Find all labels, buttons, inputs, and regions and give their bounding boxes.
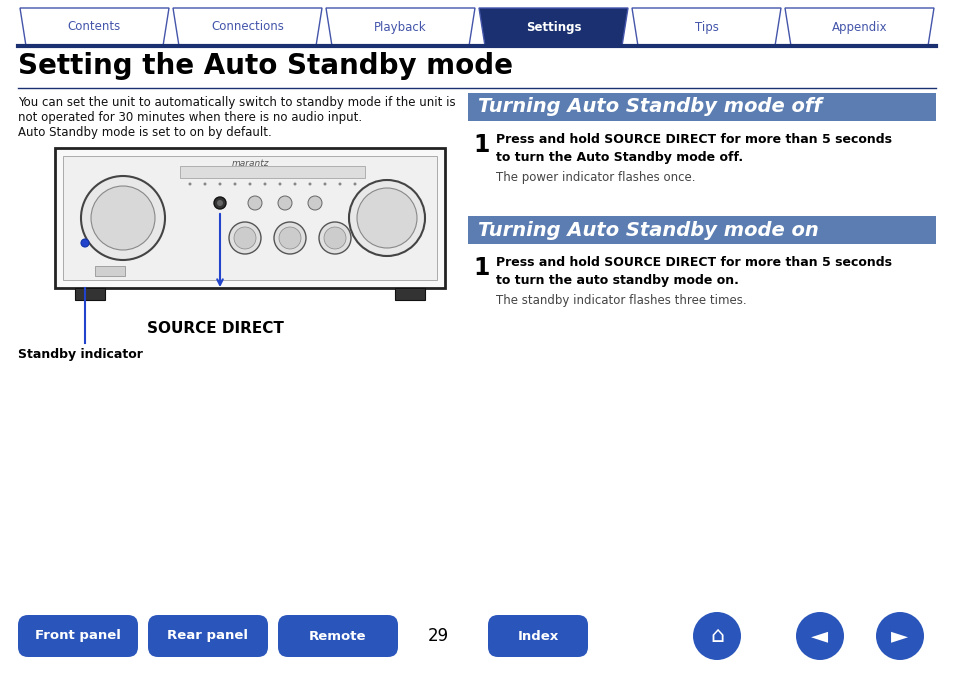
Circle shape <box>248 182 252 186</box>
Bar <box>63 156 436 280</box>
Circle shape <box>229 222 261 254</box>
Circle shape <box>278 227 301 249</box>
Text: Auto Standby mode is set to on by default.: Auto Standby mode is set to on by defaul… <box>18 126 272 139</box>
Polygon shape <box>631 8 781 46</box>
Circle shape <box>324 227 346 249</box>
Circle shape <box>318 222 351 254</box>
Circle shape <box>354 182 356 186</box>
Text: Turning Auto Standby mode on: Turning Auto Standby mode on <box>477 221 818 240</box>
Circle shape <box>248 196 262 210</box>
Circle shape <box>692 612 740 660</box>
Circle shape <box>233 227 255 249</box>
Text: Setting the Auto Standby mode: Setting the Auto Standby mode <box>18 52 513 80</box>
Polygon shape <box>784 8 933 46</box>
Polygon shape <box>326 8 475 46</box>
Text: Press and hold SOURCE DIRECT for more than 5 seconds
to turn the auto standby mo: Press and hold SOURCE DIRECT for more th… <box>496 256 891 287</box>
Text: Connections: Connections <box>211 20 284 34</box>
Circle shape <box>218 182 221 186</box>
FancyBboxPatch shape <box>148 615 268 657</box>
Text: Press and hold SOURCE DIRECT for more than 5 seconds
to turn the Auto Standby mo: Press and hold SOURCE DIRECT for more th… <box>496 133 891 164</box>
Text: not operated for 30 minutes when there is no audio input.: not operated for 30 minutes when there i… <box>18 111 362 124</box>
Text: Standby indicator: Standby indicator <box>18 348 143 361</box>
Text: Playback: Playback <box>374 20 426 34</box>
Circle shape <box>189 182 192 186</box>
Text: ◄: ◄ <box>811 626 828 646</box>
Circle shape <box>277 196 292 210</box>
Polygon shape <box>172 8 322 46</box>
Bar <box>75 288 105 300</box>
Text: 1: 1 <box>473 133 489 157</box>
Polygon shape <box>478 8 627 46</box>
Circle shape <box>91 186 154 250</box>
Circle shape <box>795 612 843 660</box>
Text: Front panel: Front panel <box>35 629 121 643</box>
Text: Remote: Remote <box>309 629 366 643</box>
Text: 1: 1 <box>473 256 489 280</box>
Circle shape <box>216 200 223 206</box>
FancyBboxPatch shape <box>277 615 397 657</box>
FancyBboxPatch shape <box>18 615 138 657</box>
Circle shape <box>308 196 322 210</box>
Circle shape <box>81 239 89 247</box>
Text: Index: Index <box>517 629 558 643</box>
Text: 29: 29 <box>427 627 448 645</box>
Circle shape <box>274 222 306 254</box>
Circle shape <box>349 180 424 256</box>
Text: You can set the unit to automatically switch to standby mode if the unit is: You can set the unit to automatically sw… <box>18 96 456 109</box>
Circle shape <box>875 612 923 660</box>
Polygon shape <box>20 8 169 46</box>
FancyBboxPatch shape <box>488 615 587 657</box>
Text: ⌂: ⌂ <box>709 626 723 646</box>
Circle shape <box>323 182 326 186</box>
Text: marantz: marantz <box>231 159 269 168</box>
Circle shape <box>203 182 206 186</box>
Bar <box>95 266 125 276</box>
Text: ►: ► <box>890 626 907 646</box>
Text: Settings: Settings <box>525 20 580 34</box>
Text: The power indicator flashes once.: The power indicator flashes once. <box>496 171 695 184</box>
Circle shape <box>233 182 236 186</box>
Text: Contents: Contents <box>68 20 121 34</box>
Bar <box>180 166 365 178</box>
Bar <box>395 288 424 300</box>
Text: SOURCE DIRECT: SOURCE DIRECT <box>147 321 283 336</box>
Circle shape <box>308 182 312 186</box>
Bar <box>468 93 935 121</box>
Circle shape <box>356 188 416 248</box>
Circle shape <box>263 182 266 186</box>
Circle shape <box>213 197 226 209</box>
Circle shape <box>338 182 341 186</box>
Bar <box>468 216 935 244</box>
Text: The standby indicator flashes three times.: The standby indicator flashes three time… <box>496 294 746 307</box>
Circle shape <box>81 176 165 260</box>
Text: Appendix: Appendix <box>831 20 886 34</box>
Circle shape <box>278 182 281 186</box>
Circle shape <box>294 182 296 186</box>
Bar <box>55 148 444 288</box>
Text: Rear panel: Rear panel <box>168 629 248 643</box>
Text: Tips: Tips <box>694 20 718 34</box>
Text: Turning Auto Standby mode off: Turning Auto Standby mode off <box>477 98 821 116</box>
